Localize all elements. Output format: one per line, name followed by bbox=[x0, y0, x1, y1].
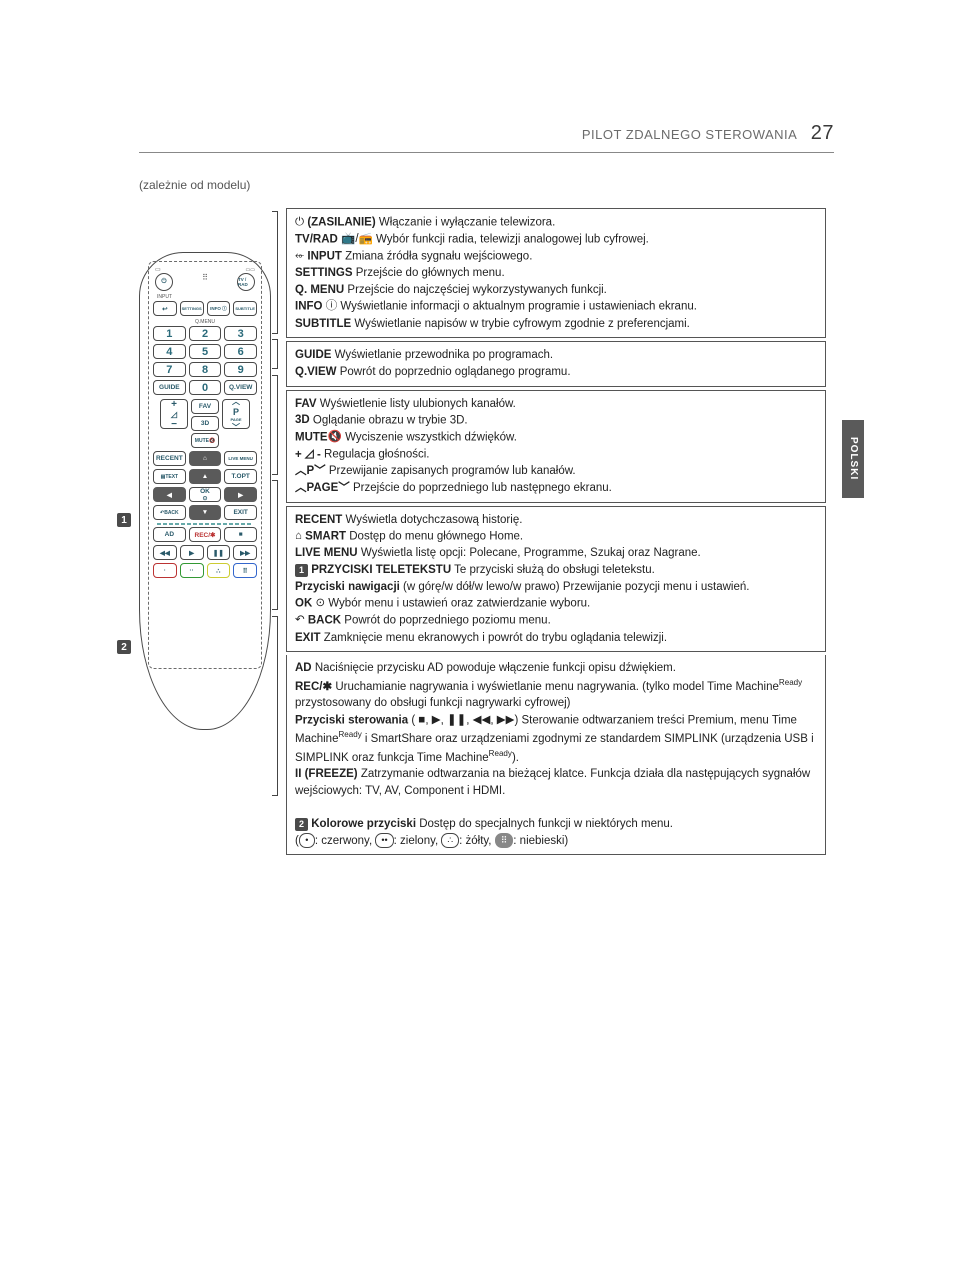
green-pill: •• bbox=[375, 833, 393, 848]
page-rocker: ︿PPAGE﹀ bbox=[222, 399, 250, 429]
back-icon: ↶ bbox=[295, 612, 305, 629]
info-icon: ⓘ bbox=[326, 298, 338, 315]
volume-rocker: +◿− bbox=[160, 399, 188, 429]
remote-diagram: ▭ ▭▭ ⏻ ⠿ TV / RAD INPUT ↩ SETTINGS INFO … bbox=[139, 252, 271, 730]
bracket-3 bbox=[272, 375, 278, 475]
ok-icon: ⊙ bbox=[315, 595, 325, 612]
settings-button: SETTINGS bbox=[180, 301, 204, 316]
badge-2: 2 bbox=[295, 818, 308, 831]
callout-1: 1 bbox=[117, 513, 131, 527]
bracket-5 bbox=[272, 616, 278, 796]
subtitle-button: SUBTITLE bbox=[233, 301, 257, 316]
blue-pill: ⠿ bbox=[495, 833, 514, 848]
3d-icon: 3D bbox=[295, 412, 310, 429]
language-tab: POLSKI bbox=[842, 420, 864, 498]
home-icon: ⌂ bbox=[295, 528, 302, 545]
header-rule bbox=[139, 152, 834, 153]
info-button: INFO ⓘ bbox=[207, 301, 231, 316]
bracket-1 bbox=[272, 211, 278, 334]
badge-1: 1 bbox=[295, 564, 308, 577]
mute-icon: 🔇 bbox=[328, 429, 342, 446]
power-icon: ⏻ bbox=[295, 214, 304, 231]
tv-icon: 📺/📻 bbox=[341, 231, 373, 248]
power-icon: ⏻ bbox=[155, 273, 173, 291]
yellow-pill: ∴ bbox=[441, 833, 459, 848]
depends-note: (zależnie od modelu) bbox=[139, 178, 250, 192]
input-button: ↩ bbox=[153, 301, 177, 316]
page-number: 27 bbox=[811, 122, 834, 144]
input-icon: ⬰ bbox=[295, 248, 304, 265]
bracket-2 bbox=[272, 339, 278, 369]
tvrad-button: TV / RAD bbox=[237, 273, 255, 291]
desc-box-1: ⏻ (ZASILANIE) Włączanie i wyłączanie tel… bbox=[286, 208, 826, 338]
section-title: PILOT ZDALNEGO STEROWANIA bbox=[582, 127, 797, 142]
description-column: ⏻ (ZASILANIE) Włączanie i wyłączanie tel… bbox=[286, 208, 826, 858]
desc-box-3: FAV Wyświetlenie listy ulubionych kanałó… bbox=[286, 390, 826, 503]
desc-box-2: GUIDE Wyświetlanie przewodnika po progra… bbox=[286, 341, 826, 386]
bracket-4 bbox=[272, 480, 278, 610]
desc-box-4: RECENT Wyświetla dotychczasową historię.… bbox=[286, 506, 826, 653]
desc-box-5: AD Naciśnięcie przycisku AD powoduje włą… bbox=[286, 655, 826, 855]
callout-2: 2 bbox=[117, 640, 131, 654]
red-pill: • bbox=[299, 833, 315, 848]
page-header: PILOT ZDALNEGO STEROWANIA 27 bbox=[582, 122, 834, 145]
